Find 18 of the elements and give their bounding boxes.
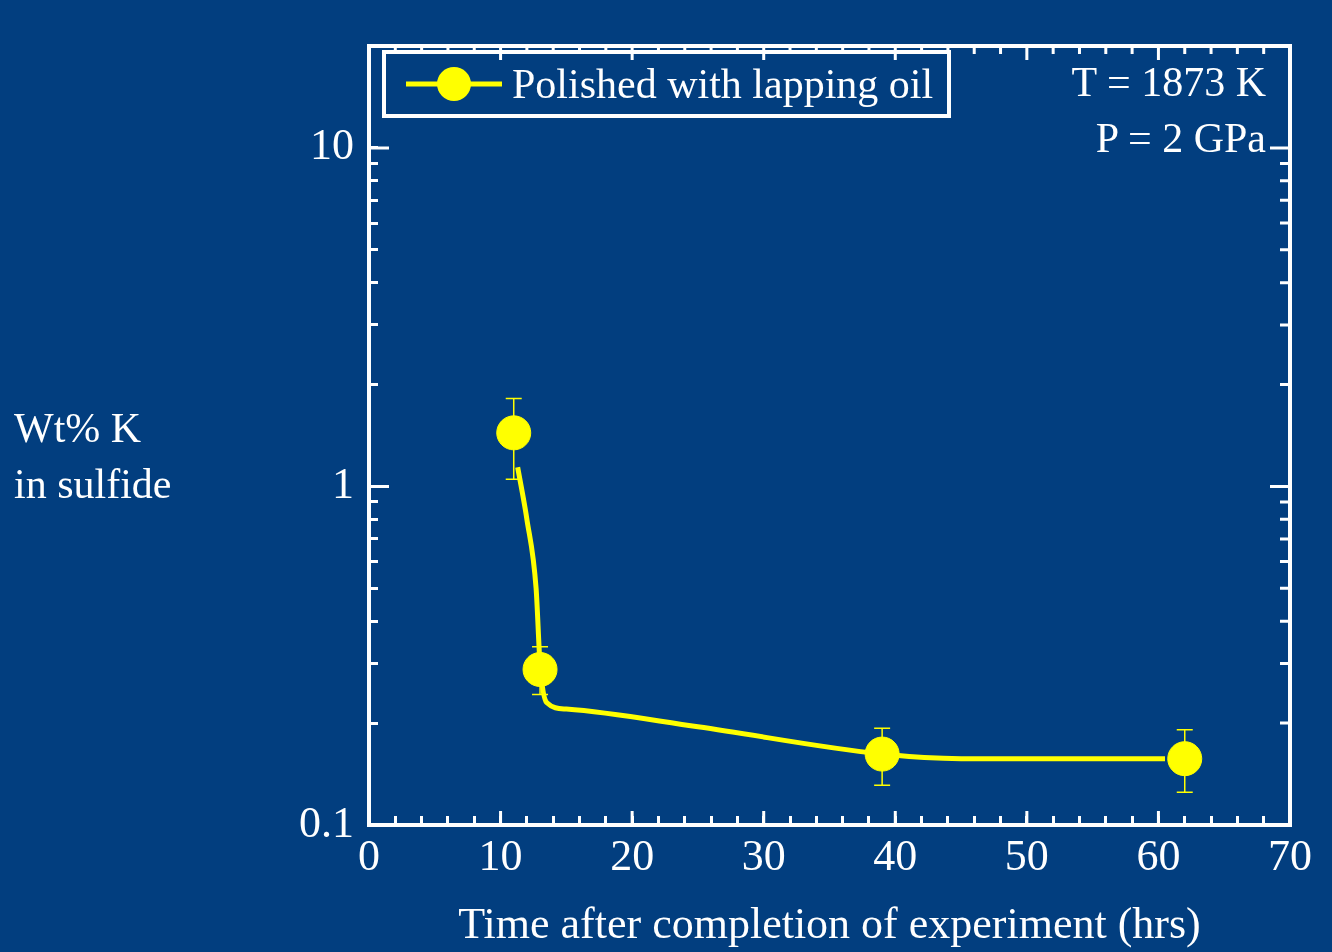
x-tick-label: 60 [1136, 830, 1181, 880]
x-tick-label: 50 [1004, 830, 1049, 880]
x-tick-label: 0 [358, 830, 380, 880]
point [1167, 741, 1203, 777]
x-tick-label: 10 [478, 830, 523, 880]
annotation: T = 1873 K [1071, 58, 1266, 107]
x-axis-title: Time after completion of experiment (hrs) [458, 898, 1201, 948]
y-tick-label: 1 [332, 459, 354, 509]
x-tick-label: 70 [1268, 830, 1312, 880]
x-tick-label: 30 [741, 830, 786, 880]
legend-label: Polished with lapping oil [512, 60, 934, 108]
x-tick-label: 40 [873, 830, 918, 880]
annotation: P = 2 GPa [1094, 114, 1266, 163]
y-tick-label: 10 [310, 120, 354, 170]
y-axis-title: Wt% K in sulfide [14, 404, 172, 509]
point [496, 415, 532, 451]
x-tick-label: 20 [610, 830, 655, 880]
y-tick-label: 0.1 [299, 797, 354, 847]
